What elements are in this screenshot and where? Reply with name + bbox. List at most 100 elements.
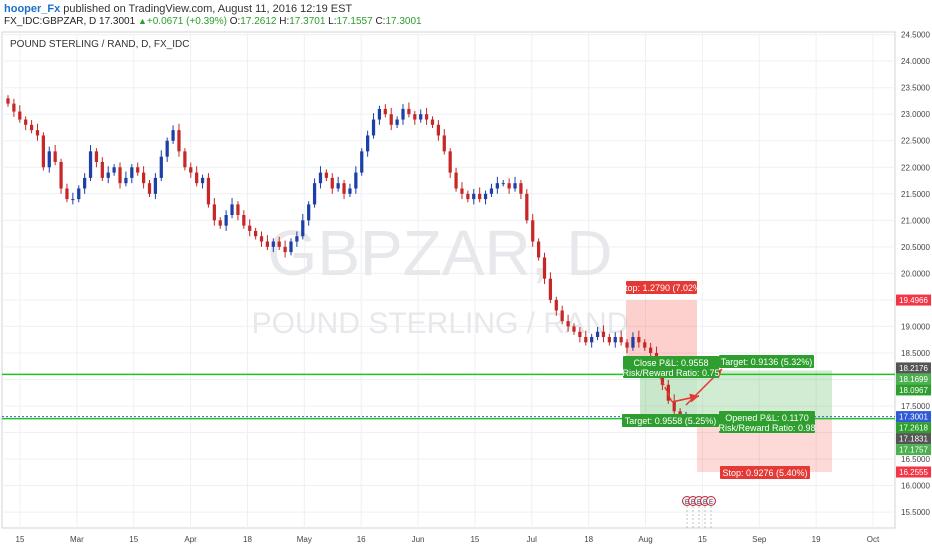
- candle-body: [649, 347, 653, 353]
- price-label: 19.4966: [899, 296, 928, 305]
- candle-body: [584, 337, 588, 343]
- price-label: 17.1831: [899, 435, 928, 444]
- candle-body: [613, 337, 617, 343]
- candle-body: [35, 130, 40, 136]
- author-link[interactable]: hooper_Fx: [4, 3, 61, 15]
- candle-body: [118, 167, 122, 184]
- price-label-bg: [896, 422, 931, 434]
- x-tick-label: 18: [243, 535, 252, 544]
- candle-body: [383, 108, 387, 115]
- high-value: 17.3701: [289, 16, 326, 27]
- candle-body: [324, 172, 328, 178]
- candle-body: [336, 183, 340, 189]
- candle-body: [460, 188, 464, 194]
- candle-body: [430, 119, 435, 125]
- candle-body: [631, 337, 635, 348]
- y-tick-label: 24.5000: [901, 31, 930, 40]
- candle-body: [466, 193, 470, 200]
- y-tick-label: 22.5000: [901, 137, 930, 146]
- candle-body: [59, 161, 63, 189]
- candle-body: [242, 215, 246, 226]
- close-label: C:: [375, 16, 386, 27]
- candle-body: [41, 135, 45, 168]
- price-label-bg: [896, 411, 931, 423]
- x-tick-label: May: [297, 535, 312, 544]
- price-label: 18.2176: [899, 364, 928, 373]
- long-stop-label-bg: [720, 466, 810, 479]
- price-labels: 19.4966 18.2176 18.1699 18.0967 17.3001 17.26…: [896, 294, 931, 478]
- candle-body: [601, 331, 606, 338]
- long-stop-label: Stop: 0.9276 (5.40%): [720, 466, 810, 479]
- candle-body: [572, 326, 576, 332]
- candle-body: [24, 119, 28, 125]
- candle-body: [177, 130, 181, 152]
- event-label: E: [691, 500, 695, 506]
- x-tick-label: Oct: [867, 535, 880, 544]
- candle-body: [478, 193, 482, 200]
- x-tick-label: Sep: [752, 535, 767, 544]
- long-pl-label-text: Opened P&L: 0.1170: [725, 413, 808, 423]
- candle-body: [259, 236, 264, 242]
- candle-body: [29, 124, 34, 131]
- price-label-bg: [896, 362, 931, 374]
- short-stop-label-text: Stop: 1.2790 (7.02%): [619, 283, 704, 293]
- chart-header: hooper_Fx published on TradingView.com, …: [0, 0, 932, 30]
- price-label: 17.2618: [899, 424, 928, 433]
- y-tick-label: 17.5000: [901, 402, 930, 411]
- candle-body: [448, 151, 452, 173]
- low-value: 17.1557: [336, 16, 373, 27]
- x-tick-label: 15: [470, 535, 479, 544]
- x-tick-label: 16: [357, 535, 366, 544]
- close-value: 17.3001: [385, 16, 422, 27]
- x-tick-label: 15: [129, 535, 138, 544]
- x-tick-label: Jun: [412, 535, 425, 544]
- event-label: E: [685, 500, 689, 506]
- time-axis[interactable]: 15 Mar 15 Apr 18 May 16 Jun 15 Jul 18 Aug 15 Sep 19 Oct: [16, 535, 880, 544]
- candle-body: [295, 236, 299, 242]
- long-pl-label-text: Risk/Reward Ratio: 0.98: [718, 423, 815, 433]
- candle-body: [277, 241, 281, 247]
- candle-body: [153, 177, 158, 194]
- price-label-bg: [896, 384, 931, 396]
- short-target-label: Target: 0.9558 (5.25%): [622, 414, 719, 427]
- y-tick-label: 23.0000: [901, 110, 930, 119]
- short-target-label-bg: [622, 414, 719, 427]
- price-label: 17.1757: [899, 446, 928, 455]
- candle-body: [312, 183, 317, 205]
- candle-body: [560, 310, 564, 322]
- candle-body: [171, 130, 175, 141]
- x-tick-label: 18: [584, 535, 593, 544]
- short-stop-label-bg: [626, 281, 697, 294]
- candle-body: [525, 193, 529, 221]
- candle-body: [371, 119, 376, 136]
- candle-body: [672, 400, 676, 412]
- symbol-label: FX_IDC:GBPZAR, D: [4, 16, 97, 27]
- short-stop-label: Stop: 1.2790 (7.02%): [619, 281, 704, 294]
- long-stop-label-text: Stop: 0.9276 (5.40%): [722, 468, 807, 478]
- candle-body: [483, 193, 488, 200]
- candle-body: [94, 151, 99, 162]
- y-tick-label: 20.5000: [901, 243, 930, 252]
- candle-body: [595, 331, 600, 338]
- candle-body: [183, 151, 187, 168]
- candle-body: [147, 183, 152, 194]
- y-tick-label: 19.0000: [901, 322, 930, 331]
- candle-body: [566, 321, 570, 327]
- event-label: E: [703, 500, 707, 506]
- y-tick-label: 15.5000: [901, 508, 930, 517]
- price-label: 18.1699: [899, 375, 928, 384]
- open-label: O:: [229, 16, 241, 27]
- candle-body: [643, 342, 647, 348]
- candle-body: [265, 241, 270, 247]
- candle-body: [53, 151, 57, 162]
- event-label: E: [697, 500, 701, 506]
- candle-body: [307, 204, 311, 221]
- open-value: 17.2612: [240, 16, 277, 27]
- candle-body: [283, 246, 287, 253]
- last-price: 17.3001: [99, 16, 136, 27]
- short-target-label-text: Target: 0.9558 (5.25%): [625, 416, 717, 426]
- candle-body: [637, 337, 641, 343]
- candle-body: [401, 108, 405, 120]
